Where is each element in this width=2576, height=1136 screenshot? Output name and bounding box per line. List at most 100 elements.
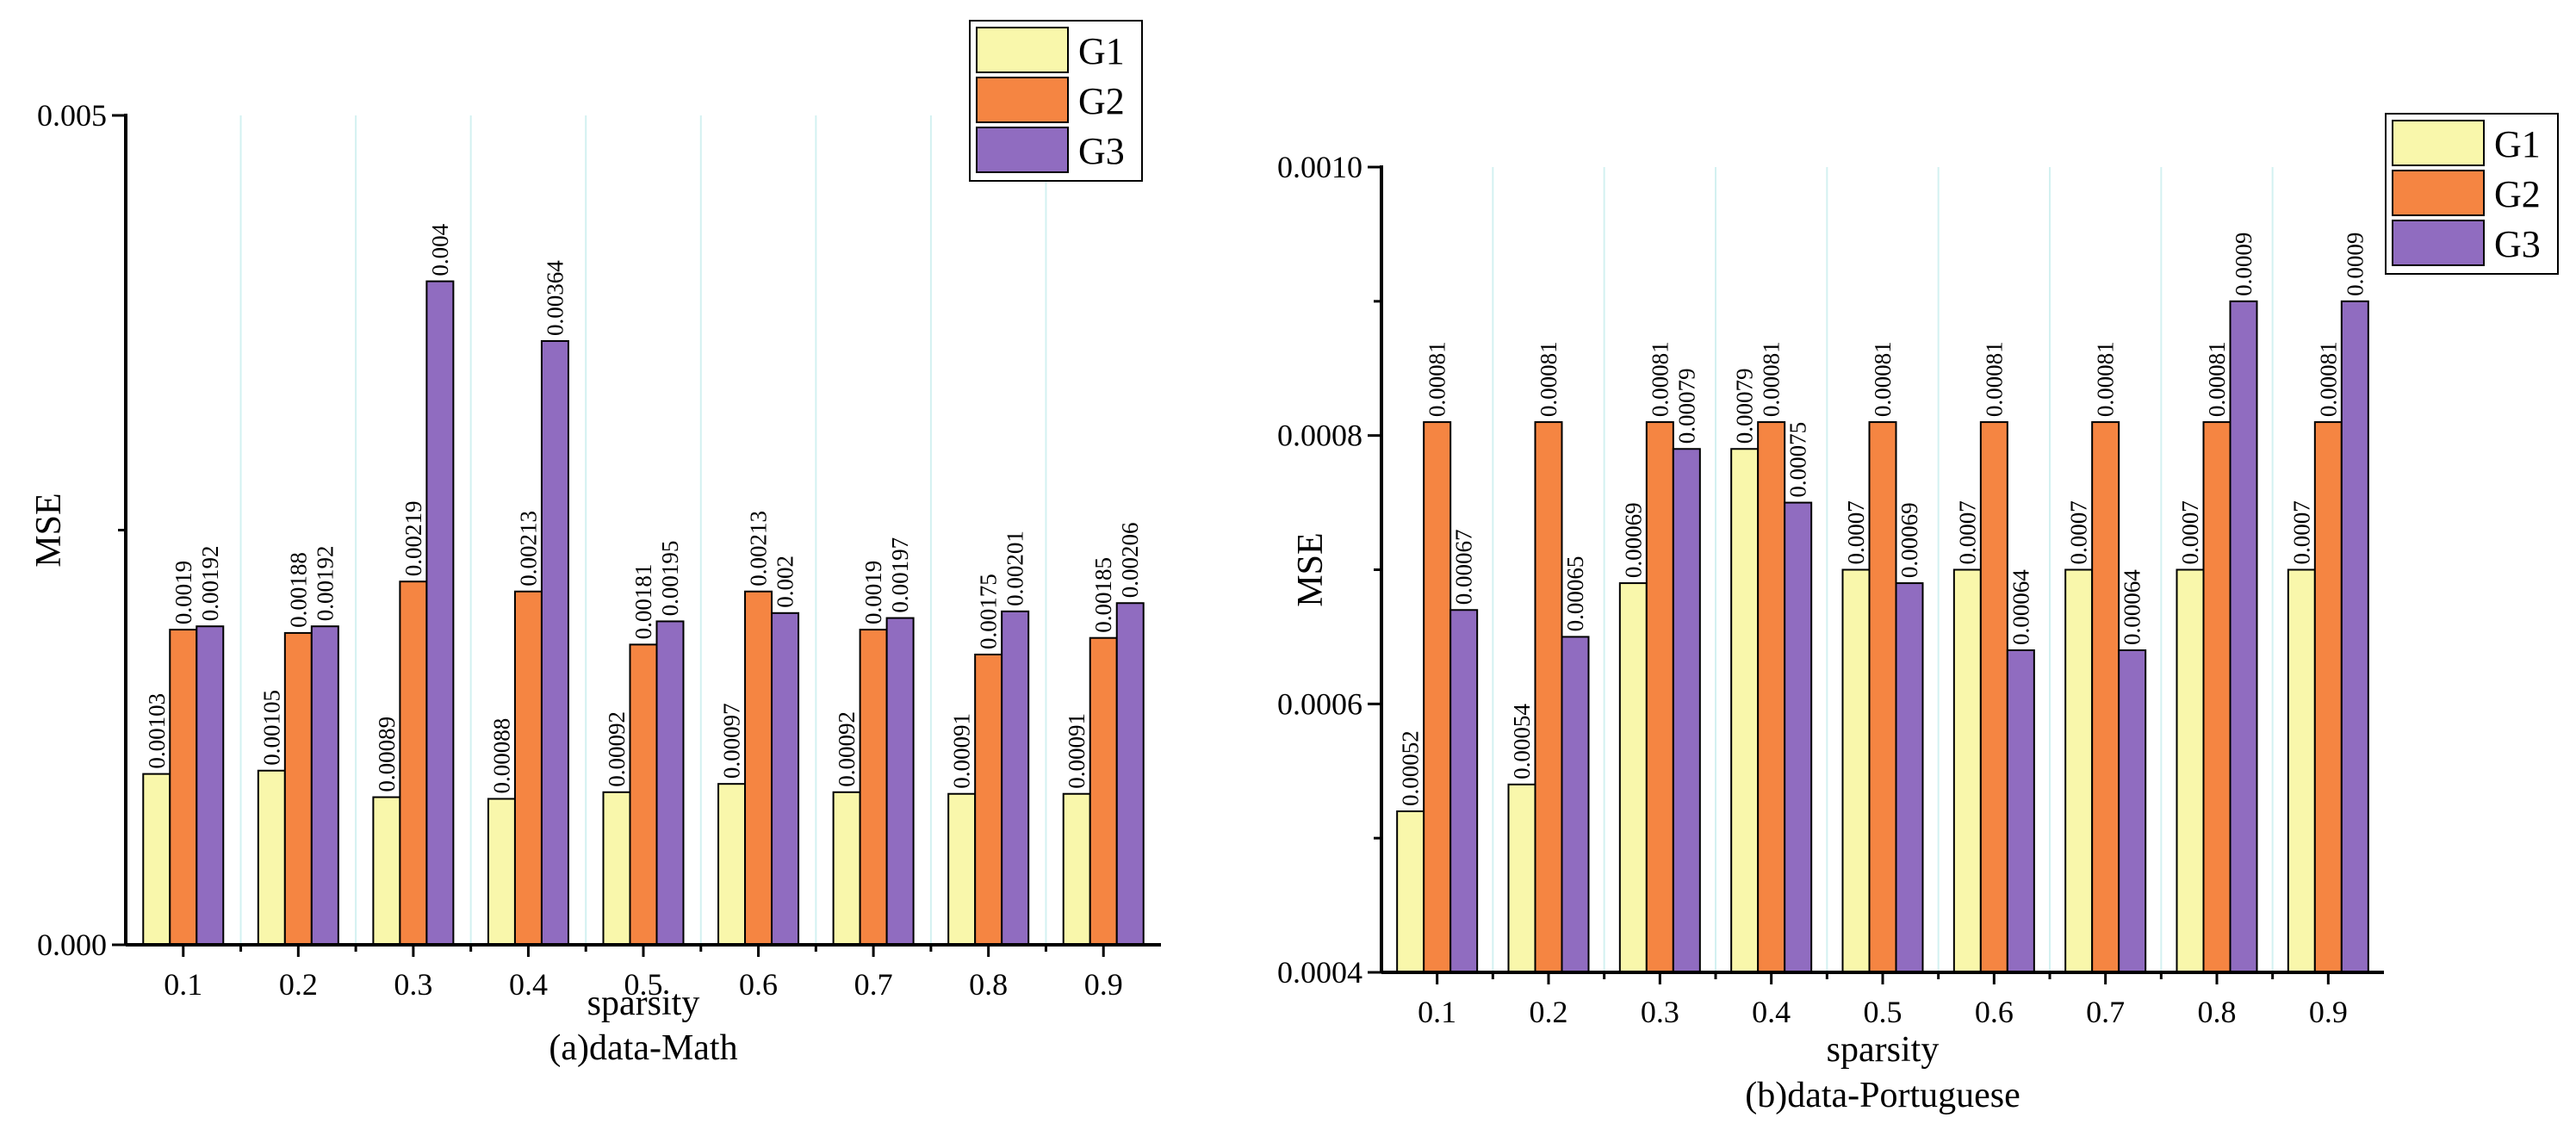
y-tick-label: 0.0006 [1277, 686, 1362, 721]
bar-g2-0.9 [1089, 636, 1118, 946]
x-tick-label: 0.5 [1864, 995, 1903, 1029]
data-label: 0.00067 [1451, 530, 1477, 605]
bar-g1-0.9 [2287, 568, 2316, 973]
legend-label-g2: G2 [2494, 173, 2541, 215]
y-axis-title: MSE [1291, 532, 1331, 606]
legend: G1 G2 G3 [969, 20, 1143, 182]
data-label: 0.0019 [860, 561, 886, 624]
x-tick-label: 0.7 [854, 967, 893, 1002]
bar-g1-0.6 [717, 783, 747, 946]
legend-swatch-g1 [976, 27, 1069, 73]
x-tick-label: 0.3 [1641, 995, 1679, 1029]
y-axis-title: MSE [29, 493, 69, 567]
data-label: 0.00081 [1870, 341, 1896, 417]
data-label: 0.0009 [2231, 233, 2256, 296]
x-tick-label: 0.4 [509, 967, 548, 1002]
legend-swatch-g3 [976, 127, 1069, 173]
legend-swatch-g1 [2392, 120, 2485, 166]
data-label: 0.00079 [1673, 368, 1699, 444]
data-label: 0.00064 [2120, 569, 2145, 645]
x-tick-label: 0.8 [969, 967, 1008, 1002]
x-tick-label: 0.3 [394, 967, 432, 1002]
bar-g3-0.4 [540, 339, 569, 947]
data-label: 0.00197 [887, 537, 913, 613]
legend-label-g3: G3 [1078, 130, 1125, 172]
bar-g2-0.1 [1423, 421, 1452, 974]
bar-g2-0.4 [1757, 421, 1786, 974]
bar-g1-0.2 [1507, 783, 1536, 973]
data-label: 0.00081 [1647, 341, 1673, 417]
bar-g2-0.3 [1645, 421, 1674, 974]
legend-label-g1: G1 [1078, 30, 1125, 72]
bar-g1-0.7 [2064, 568, 2094, 973]
legend-label-g2: G2 [1078, 80, 1125, 122]
data-label: 0.00195 [657, 541, 683, 617]
data-label: 0.00081 [1425, 341, 1450, 417]
bar-g1-0.5 [1841, 568, 1871, 973]
data-label: 0.00364 [542, 260, 568, 336]
x-axis-title: sparsity [587, 984, 700, 1023]
x-tick-label: 0.5 [624, 967, 663, 1002]
bar-g2-0.1 [169, 629, 198, 946]
bar-g3-0.4 [1784, 501, 1813, 973]
data-label: 0.00092 [834, 711, 860, 787]
data-label: 0.00192 [197, 545, 223, 621]
bar-g1-0.3 [372, 796, 401, 946]
bar-g2-0.7 [2091, 421, 2120, 974]
x-tick-label: 0.6 [739, 967, 778, 1002]
x-tick-label: 0.9 [2309, 995, 2348, 1029]
bar-g3-0.5 [655, 620, 685, 946]
data-label: 0.00092 [604, 711, 630, 787]
legend-swatch-g2 [976, 77, 1069, 123]
data-label: 0.00192 [312, 545, 338, 621]
data-label: 0.00091 [949, 713, 975, 789]
bar-g1-0.9 [1062, 792, 1091, 947]
data-label: 0.00091 [1064, 713, 1089, 789]
bar-g3-0.3 [425, 280, 455, 947]
data-label: 0.00052 [1398, 730, 1424, 806]
legend: G1 G2 G3 [2385, 113, 2559, 275]
bar-g1-0.8 [947, 792, 977, 947]
data-label: 0.0019 [171, 561, 196, 624]
bar-g3-0.2 [310, 625, 339, 946]
bar-g3-0.6 [771, 611, 800, 946]
bar-g3-0.5 [1895, 582, 1924, 973]
data-label: 0.002 [773, 556, 798, 608]
x-tick-label: 0.1 [164, 967, 202, 1002]
data-label: 0.00185 [1090, 557, 1116, 633]
bar-g1-0.6 [1952, 568, 1982, 973]
x-tick-label: 0.9 [1084, 967, 1123, 1002]
data-label: 0.00065 [1562, 556, 1588, 632]
bar-g2-0.5 [1868, 421, 1897, 974]
x-tick-label: 0.1 [1418, 995, 1456, 1029]
data-label: 0.00181 [630, 564, 656, 640]
y-tick-label: 0.0004 [1277, 955, 1362, 990]
bar-g2-0.6 [1979, 421, 2008, 974]
data-label: 0.00103 [144, 693, 170, 769]
y-tick-label: 0.0010 [1277, 150, 1362, 184]
bar-g3-0.9 [2340, 300, 2369, 974]
legend-swatch-g3 [2392, 220, 2485, 266]
data-label: 0.00219 [400, 500, 426, 576]
bar-g1-0.7 [832, 791, 861, 946]
data-label: 0.00213 [746, 511, 772, 587]
y-tick-label: 0.000 [37, 928, 107, 962]
data-label: 0.00079 [1732, 369, 1758, 444]
bar-g1-0.2 [257, 769, 286, 947]
bar-g3-0.8 [1001, 610, 1030, 947]
legend-swatch-g2 [2392, 170, 2485, 216]
bar-g1-0.4 [1730, 448, 1760, 973]
data-label: 0.00175 [976, 574, 1002, 649]
data-label: 0.00054 [1509, 704, 1535, 779]
bar-g2-0.5 [629, 643, 658, 946]
bar-g3-0.7 [885, 617, 915, 946]
x-tick-label: 0.8 [2198, 995, 2237, 1029]
chart-caption: (b)data-Portuguese [1745, 1076, 2020, 1115]
y-tick-label: 0.005 [37, 98, 107, 133]
x-tick-label: 0.4 [1752, 995, 1791, 1029]
data-label: 0.0009 [2342, 233, 2368, 296]
data-label: 0.00081 [1536, 341, 1561, 417]
bar-g3-0.3 [1672, 448, 1701, 973]
